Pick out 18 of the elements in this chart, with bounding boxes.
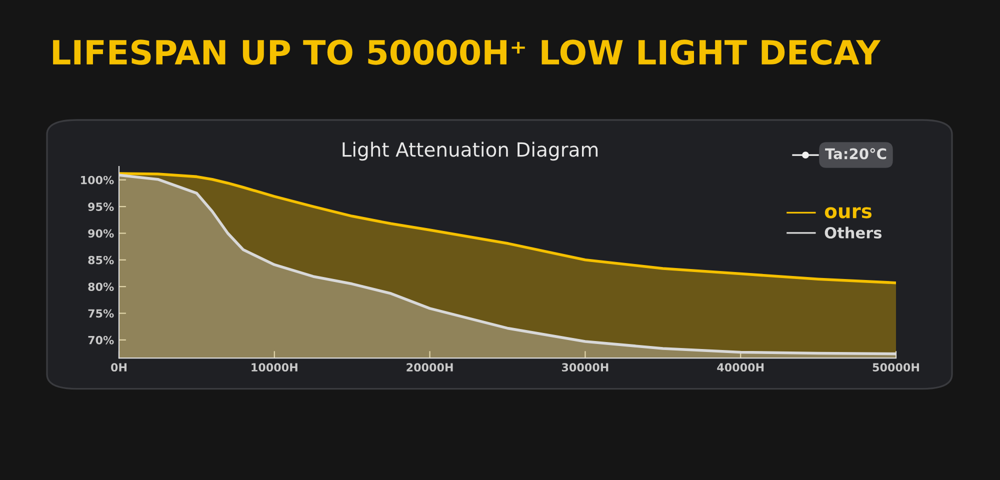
- chart-subtitle: Light Attenuation Diagram: [342, 142, 598, 161]
- x-tick-label: 0H: [111, 363, 126, 372]
- y-tick-label: 90%: [88, 229, 114, 238]
- y-tick-label: 75%: [88, 309, 114, 318]
- x-tick-label: 40000H: [717, 363, 764, 372]
- y-tick-label: 100%: [81, 176, 114, 184]
- chart-title: LIFESPAN UP TO 50000H⁺ LOW LIGHT DECAY: [53, 40, 881, 65]
- y-tick-label: 85%: [88, 256, 114, 264]
- x-tick-label: 10000H: [252, 363, 298, 372]
- legend-label: ours: [824, 207, 872, 218]
- x-tick-label: 50000H: [872, 363, 919, 372]
- x-tick-label: 20000H: [406, 363, 453, 372]
- y-tick-label: 80%: [88, 282, 114, 291]
- y-tick-label: 70%: [88, 336, 114, 344]
- text: Ta:20°C: [825, 148, 886, 160]
- x-tick-label: 30000H: [562, 363, 608, 372]
- y-tick-label: 95%: [88, 202, 114, 211]
- legend-label: Others: [824, 226, 882, 239]
